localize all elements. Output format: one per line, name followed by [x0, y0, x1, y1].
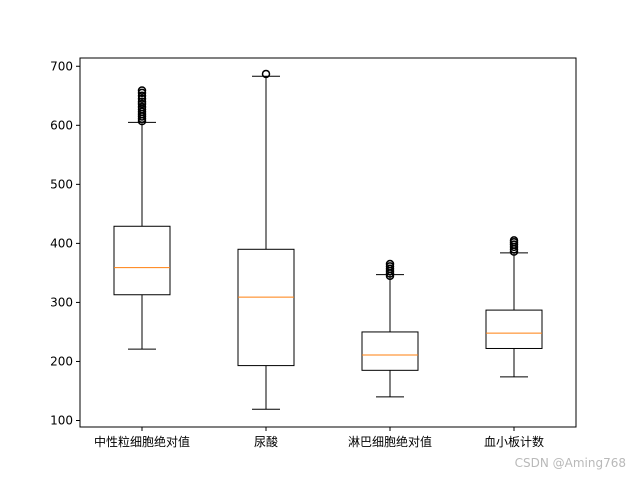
watermark: CSDN @Aming768	[514, 456, 626, 470]
outlier-point	[509, 236, 519, 245]
y-tick-label: 100	[50, 414, 73, 428]
x-category-label: 淋巴细胞绝对值	[348, 434, 432, 449]
y-tick-label: 400	[50, 236, 73, 250]
axes-frame	[79, 57, 577, 428]
x-category-label: 中性粒细胞绝对值	[94, 434, 190, 449]
iqr-box	[237, 248, 295, 367]
outlier-point	[137, 102, 147, 112]
y-tick-label: 200	[50, 354, 73, 368]
iqr-box	[113, 225, 171, 296]
outlier-point	[137, 86, 147, 95]
x-axis: 中性粒细胞绝对值 尿酸 淋巴细胞绝对值 血小板计数	[94, 427, 544, 449]
iqr-box	[361, 331, 419, 371]
y-tick-label: 700	[50, 59, 73, 73]
box-0	[113, 86, 171, 350]
iqr-box	[485, 309, 543, 349]
y-tick-label: 600	[50, 118, 73, 132]
box-2	[361, 259, 419, 398]
y-tick-label: 500	[50, 177, 73, 191]
box-3	[485, 236, 543, 378]
y-tick-label: 300	[50, 295, 73, 309]
x-category-label: 尿酸	[254, 434, 278, 449]
x-category-label: 血小板计数	[484, 434, 544, 449]
outlier-point	[137, 97, 147, 106]
box-1	[237, 69, 295, 410]
boxes-group	[113, 69, 543, 410]
outlier-point	[385, 259, 395, 269]
outlier-point	[261, 69, 271, 79]
outlier-point	[137, 94, 147, 103]
y-axis: 100 200 300 400 500 600 700	[50, 59, 80, 428]
outlier-point	[137, 91, 147, 101]
